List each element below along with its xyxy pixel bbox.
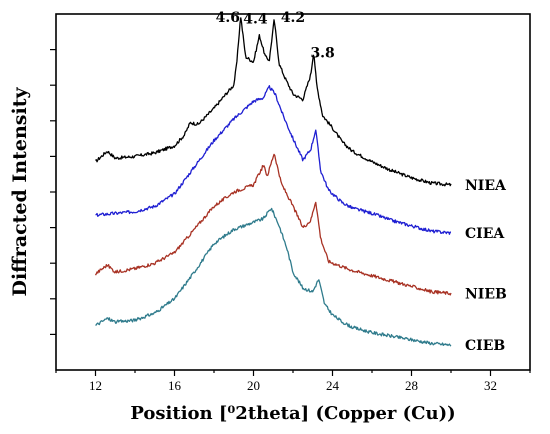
peak-label: 4.6 — [216, 10, 240, 26]
x-tick-label: 20 — [247, 378, 260, 393]
y-axis-ticks — [50, 48, 56, 335]
series-label-niea: NIEA — [465, 178, 507, 194]
series-label-cieb: CIEB — [465, 338, 505, 354]
series-line-ciea — [95, 85, 452, 235]
x-tick-label: 16 — [168, 378, 182, 393]
y-axis-label: Diffracted Intensity — [9, 87, 31, 297]
x-axis-ticks: 12 16 20 24 28 32 — [55, 370, 531, 393]
x-tick-label: 32 — [484, 378, 497, 393]
peak-label: 3.8 — [310, 45, 334, 61]
x-tick-label: 24 — [326, 378, 340, 393]
x-tick-label: 28 — [405, 378, 418, 393]
series-line-niea — [95, 17, 452, 187]
peak-label: 4.2 — [281, 10, 305, 26]
series-labels: NIEA CIEA NIEB CIEB — [465, 178, 507, 354]
series-layer — [94, 17, 452, 347]
plot-frame — [55, 13, 531, 371]
series-line-cieb — [95, 207, 452, 347]
x-tick-label: 12 — [89, 378, 102, 393]
series-label-nieb: NIEB — [465, 286, 507, 302]
peak-annotations: 4.6 4.4 4.2 3.8 — [216, 10, 335, 62]
series-line-nieb — [94, 153, 452, 296]
peak-label: 4.4 — [243, 12, 268, 28]
series-label-ciea: CIEA — [465, 226, 505, 242]
x-axis-label: Position [⁰2theta] (Copper (Cu)) — [130, 403, 455, 424]
